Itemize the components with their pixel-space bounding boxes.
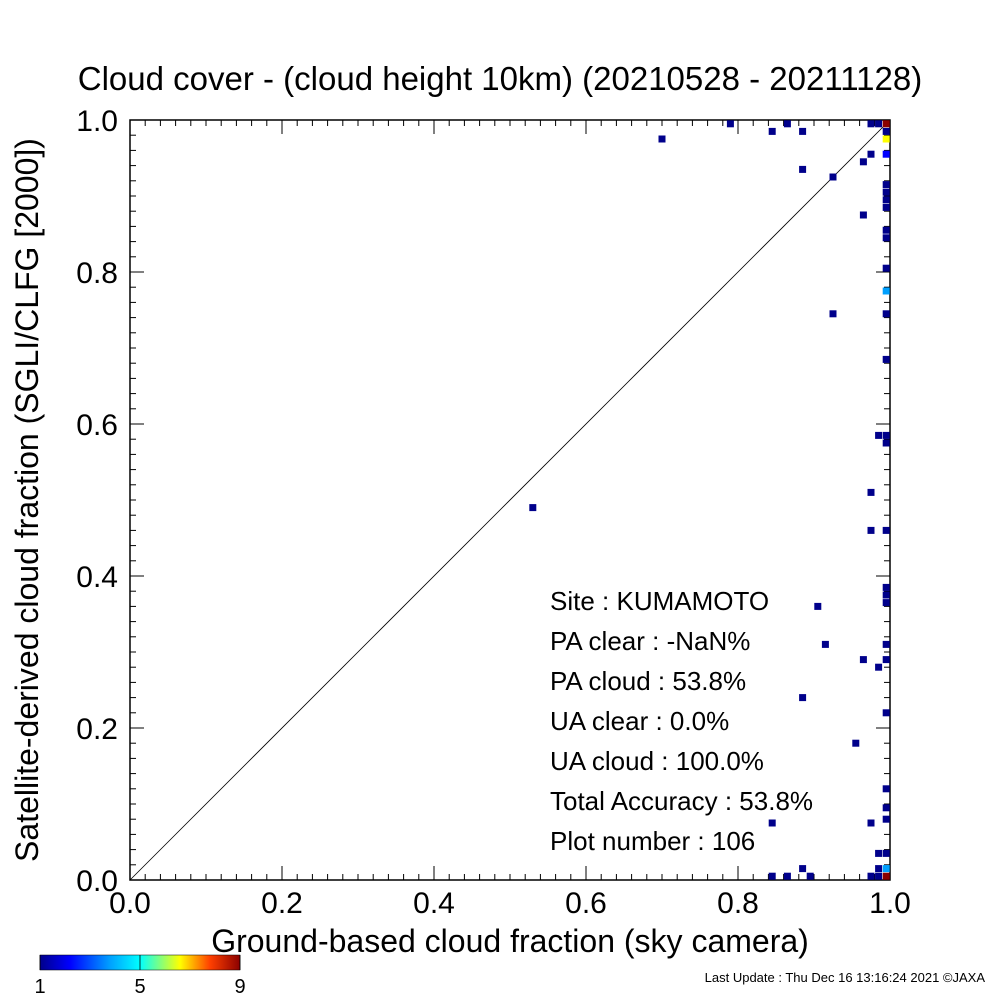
data-point — [875, 663, 883, 671]
x-tick-label: 0.0 — [109, 887, 151, 920]
stat-line: UA clear : 0.0% — [550, 706, 729, 736]
data-point — [882, 640, 890, 648]
data-point — [882, 150, 890, 158]
data-point — [658, 135, 666, 143]
x-tick-label: 0.4 — [413, 887, 455, 920]
data-point — [726, 120, 734, 128]
data-point — [882, 287, 890, 295]
data-point — [882, 599, 890, 607]
data-point — [821, 640, 829, 648]
colorbar-ticks: 1 5 9 — [34, 955, 246, 998]
colorbar-tick-label: 9 — [234, 976, 245, 998]
data-point — [882, 127, 890, 135]
data-point — [882, 785, 890, 793]
colorbar: 1 5 9 — [34, 954, 246, 998]
data-point — [882, 431, 890, 439]
one-to-one-line — [129, 119, 891, 881]
data-point — [882, 226, 890, 234]
data-point — [882, 804, 890, 812]
data-point — [768, 872, 776, 880]
data-point — [529, 504, 537, 512]
data-point — [859, 211, 867, 219]
data-point — [882, 583, 890, 591]
x-tick-label: 0.2 — [261, 887, 303, 920]
data-point — [882, 656, 890, 664]
last-update-text: Last Update : Thu Dec 16 13:16:24 2021 ©… — [705, 970, 986, 985]
data-point — [882, 135, 890, 143]
data-point — [859, 158, 867, 166]
data-point — [799, 165, 807, 173]
x-tick-label: 0.8 — [717, 887, 759, 920]
data-points — [529, 120, 890, 880]
data-point — [799, 865, 807, 873]
data-point — [875, 849, 883, 857]
stat-line: Plot number : 106 — [550, 826, 755, 856]
data-point — [882, 439, 890, 447]
data-point — [783, 120, 791, 128]
data-point — [882, 849, 890, 857]
data-point — [768, 127, 776, 135]
data-point — [875, 872, 883, 880]
stat-line: Total Accuracy : 53.8% — [550, 786, 813, 816]
stat-line: PA clear : -NaN% — [550, 626, 750, 656]
x-tick-label: 1.0 — [869, 887, 911, 920]
stat-line: Site : KUMAMOTO — [550, 586, 769, 616]
data-point — [875, 120, 883, 128]
data-point — [882, 310, 890, 318]
x-axis-label: Ground-based cloud fraction (sky camera) — [211, 923, 809, 959]
stat-line: PA cloud : 53.8% — [550, 666, 746, 696]
data-point — [882, 865, 890, 873]
data-point — [875, 431, 883, 439]
colorbar-tick-label: 1 — [34, 976, 45, 998]
data-point — [882, 815, 890, 823]
data-point — [882, 196, 890, 204]
data-point — [799, 127, 807, 135]
plot-area: 0.0 0.2 0.4 0.6 0.8 1.0 0.0 0.2 0.4 0.6 0.8 1.0 — [76, 105, 911, 920]
data-point — [882, 355, 890, 363]
data-point — [867, 150, 875, 158]
data-point — [867, 488, 875, 496]
data-point — [859, 656, 867, 664]
data-point — [829, 310, 837, 318]
data-point — [882, 591, 890, 599]
data-point — [829, 173, 837, 181]
colorbar-tick-label: 5 — [134, 976, 145, 998]
y-tick-label: 0.8 — [76, 257, 118, 290]
data-point — [852, 739, 860, 747]
data-point — [867, 120, 875, 128]
data-point — [882, 203, 890, 211]
data-point — [806, 872, 814, 880]
stats-panel: Site : KUMAMOTO PA clear : -NaN% PA cloud … — [550, 586, 813, 856]
y-tick-label: 0.6 — [76, 409, 118, 442]
y-tick-label: 0.2 — [76, 713, 118, 746]
data-point — [882, 181, 890, 189]
data-point — [882, 188, 890, 196]
data-point — [799, 694, 807, 702]
data-point — [814, 602, 822, 610]
data-point — [882, 709, 890, 717]
stat-line: UA cloud : 100.0% — [550, 746, 764, 776]
data-point — [882, 872, 890, 880]
data-point — [882, 234, 890, 242]
x-tick-label: 0.6 — [565, 887, 607, 920]
data-point — [882, 526, 890, 534]
axis-ticks: 0.0 0.2 0.4 0.6 0.8 1.0 0.0 0.2 0.4 0.6 0.8 1.0 — [76, 105, 911, 920]
data-point — [867, 819, 875, 827]
y-tick-label: 0.0 — [76, 865, 118, 898]
data-point — [867, 872, 875, 880]
data-point — [875, 865, 883, 873]
y-axis-label: Satellite-derived cloud fraction (SGLI/C… — [9, 138, 45, 862]
data-point — [768, 819, 776, 827]
data-point — [882, 264, 890, 272]
y-tick-label: 0.4 — [76, 561, 118, 594]
data-point — [783, 872, 791, 880]
y-tick-label: 1.0 — [76, 105, 118, 138]
data-point — [882, 120, 890, 128]
data-point — [867, 526, 875, 534]
chart-title: Cloud cover - (cloud height 10km) (20210… — [78, 60, 922, 97]
